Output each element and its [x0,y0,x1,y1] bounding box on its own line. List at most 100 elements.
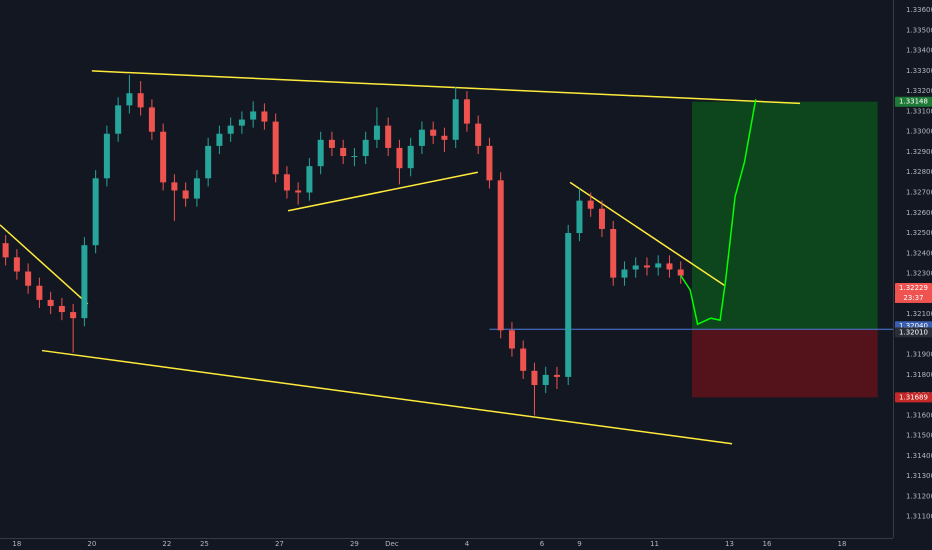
candle-body [565,233,572,377]
y-tick-label: 1.32500 [906,229,932,237]
candle-body [452,99,459,140]
candle-body [283,174,290,191]
candle-body [205,145,212,179]
y-tick-label: 1.32800 [906,168,932,176]
price-tag [895,392,932,403]
candle-body [193,178,200,199]
x-tick-label: 22 [162,540,171,548]
price-tag-label: 1.33148 [899,98,928,106]
candle-body [171,182,178,191]
candle-body [531,370,538,386]
candle-body [340,147,347,157]
candle-body [70,312,77,319]
y-tick-label: 1.31400 [906,452,932,460]
candle-body [407,145,414,169]
trend-line [569,181,726,287]
candle-body [81,245,88,319]
x-tick-label: 29 [350,540,359,548]
y-tick-label: 1.33600 [906,6,932,14]
trend-line [41,349,733,445]
y-tick-label: 1.31200 [906,492,932,500]
candle-body [36,285,43,300]
candle-body [362,139,369,157]
x-tick-label: 18 [12,540,21,548]
y-tick-label: 1.32400 [906,249,932,257]
candle-body [351,156,358,158]
candle-body [385,125,392,148]
candle-body [396,147,403,169]
candle-body [373,125,380,140]
candle-body [441,135,448,140]
x-tick-label: 18 [838,540,847,548]
price-tag [895,282,932,293]
candle-body [576,200,583,234]
candle-body [47,299,54,306]
y-tick-label: 1.31500 [906,432,932,440]
countdown-tag [895,292,932,303]
price-tag-label: 1.31689 [899,393,928,401]
candle-body [92,178,99,246]
x-tick-label: 6 [540,540,545,548]
y-tick-label: 1.32700 [906,189,932,197]
candle-body [598,208,605,229]
y-tick-label: 1.31600 [906,411,932,419]
y-tick-label: 1.32300 [906,270,932,278]
trend-line [91,70,801,105]
candle-body [328,139,335,148]
y-tick-label: 1.31100 [906,513,932,521]
price-tag-label: 1.32010 [899,328,928,336]
candle-body [115,105,122,134]
y-tick-label: 1.32100 [906,310,932,318]
x-tick-label: 16 [763,540,772,548]
price-tag-label: 1.32040 [899,322,928,330]
candle-body [610,228,617,278]
candle-body [497,180,504,331]
candle-body [655,263,662,268]
candle-body [418,129,425,146]
candle-body [621,269,628,278]
candle-body [486,145,493,181]
y-tick-label: 1.32600 [906,209,932,217]
candle-body [553,374,560,377]
candle-body [666,263,673,270]
candle-body [103,133,110,179]
y-tick-label: 1.32900 [906,148,932,156]
y-tick-label: 1.33000 [906,128,932,136]
candle-body [25,271,32,286]
candle-body [126,93,133,106]
projection-line [680,99,757,326]
candle-body [306,166,313,193]
y-tick-label: 1.33400 [906,47,932,55]
candle-body [182,190,189,199]
candle-body [2,243,9,258]
y-tick-label: 1.31800 [906,371,932,379]
x-tick-label: 27 [275,540,284,548]
candle-body [542,374,549,386]
price-tag-label: 1.32229 [899,284,928,292]
axes: 1.31100 1.31200 1.31300 1.31400 1.31500 1.316… [12,6,932,548]
candle-body [430,129,437,136]
countdown: 23:37 [903,294,923,302]
candle-body [272,121,279,175]
x-tick-label: 25 [200,540,209,548]
candle-body [13,257,20,272]
loss-zone [691,329,878,398]
candle-body [643,265,650,268]
candle-body [475,123,482,146]
candle-body [227,125,234,134]
x-tick-label: 13 [725,540,734,548]
candle-body [137,93,144,108]
candle-body [261,111,268,122]
candle-body [216,133,223,146]
candle-body [250,111,257,120]
y-tick-label: 1.31300 [906,472,932,480]
y-tick-label: 1.33200 [906,87,932,95]
x-tick-label: 11 [650,540,659,548]
candle-body [508,330,515,349]
trend-line [287,171,478,212]
candle-body [295,190,302,193]
candle-body [587,200,594,209]
y-tick-label: 1.33100 [906,107,932,115]
